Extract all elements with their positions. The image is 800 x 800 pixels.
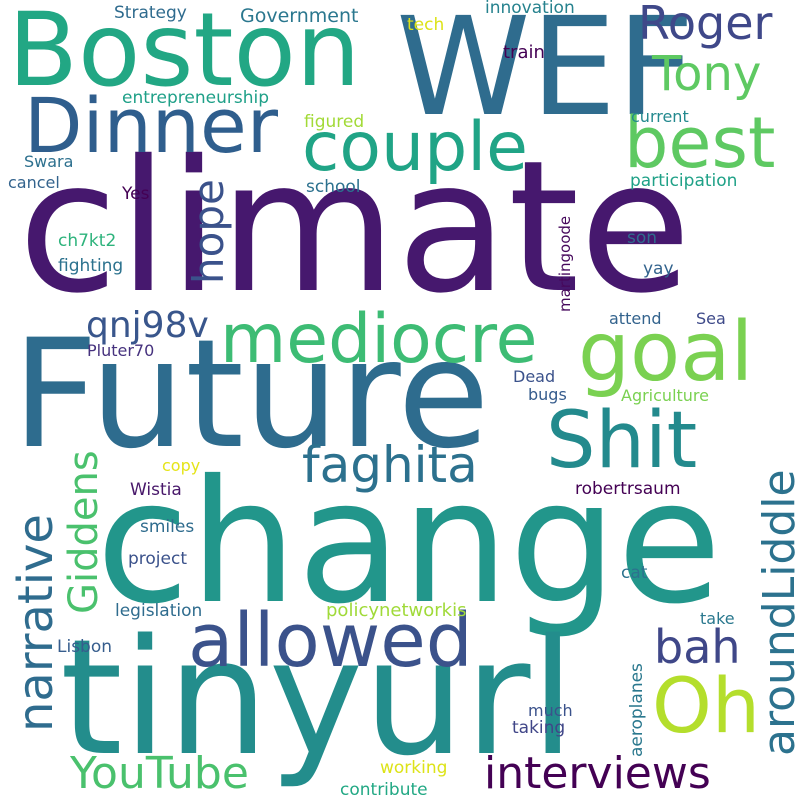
word-interviews: interviews (484, 748, 711, 799)
word-wef: WEF (396, 0, 695, 147)
word-faghita: faghita (302, 436, 478, 494)
word-figured: figured (304, 112, 365, 132)
word-tinyurl: tinyurl (60, 604, 575, 791)
word-son: son (627, 228, 658, 248)
word-policynetworkis: policynetworkis (326, 600, 467, 621)
word-hope: hope (184, 179, 233, 284)
word-legislation: legislation (115, 601, 203, 621)
word-giddens: Giddens (61, 450, 107, 614)
word-school: school (306, 177, 361, 197)
word-mediocre: mediocre (220, 300, 538, 379)
word-martingoode: martingoode (556, 215, 574, 312)
word-change: change (96, 444, 722, 642)
word-aeroplanes: aeroplanes (627, 663, 647, 757)
word-oh: Oh (652, 661, 760, 750)
word-climate: climate (18, 121, 692, 333)
word-shit: Shit (546, 396, 698, 486)
word-robertrsaum: robertrsaum (575, 479, 681, 499)
word-roger: Roger (638, 0, 773, 50)
word-working: working (380, 758, 448, 778)
word-dead: Dead (513, 367, 556, 386)
word-swara: Swara (24, 152, 74, 171)
word-smiles: smiles (140, 517, 195, 537)
word-entrepreneurship: entrepreneurship (122, 88, 269, 108)
word-strategy: Strategy (114, 3, 187, 23)
word-project: project (128, 549, 188, 569)
word-youtube: YouTube (70, 748, 249, 799)
word-goal: goal (578, 305, 754, 400)
word-government: Government (240, 5, 359, 27)
word-pluter70: Pluter70 (87, 341, 155, 360)
word-sea: Sea (696, 309, 726, 328)
word-tony: Tony (652, 46, 762, 102)
word-best: best (624, 102, 776, 184)
word-participation: participation (630, 171, 738, 191)
word-taking: taking (512, 718, 566, 738)
word-boston: Boston (8, 0, 361, 110)
word-copy: copy (162, 456, 201, 475)
word-tech: tech (407, 15, 445, 35)
word-narrative: narrative (8, 514, 64, 732)
word-train: train (503, 42, 545, 63)
word-wistia: Wistia (130, 480, 182, 500)
word-bah: bah (654, 620, 741, 674)
word-dinner: Dinner (24, 81, 278, 170)
word-yay: yay (643, 259, 674, 279)
word-qnj98v: qnj98v (86, 305, 209, 346)
word-current: current (631, 107, 689, 126)
word-cancel: cancel (8, 173, 60, 192)
word-lisbon: Lisbon (57, 637, 113, 657)
word-cat: cat (621, 563, 648, 583)
word-take: take (700, 609, 735, 628)
word-fighting: fighting (58, 256, 124, 276)
word-ch7kt2: ch7kt2 (58, 231, 117, 251)
word-agriculture: Agriculture (621, 386, 709, 405)
word-aroundliddle: aroundLiddle (754, 469, 800, 756)
word-much: much (528, 701, 573, 720)
word-innovation: innovation (485, 0, 575, 18)
word-yes: Yes (122, 184, 150, 204)
word-allowed: allowed (188, 598, 473, 684)
word-couple: couple (302, 108, 528, 187)
word-contribute: contribute (340, 780, 428, 800)
word-future: Future (12, 308, 490, 482)
word-attend: attend (609, 309, 662, 328)
word-bugs: bugs (528, 385, 567, 404)
